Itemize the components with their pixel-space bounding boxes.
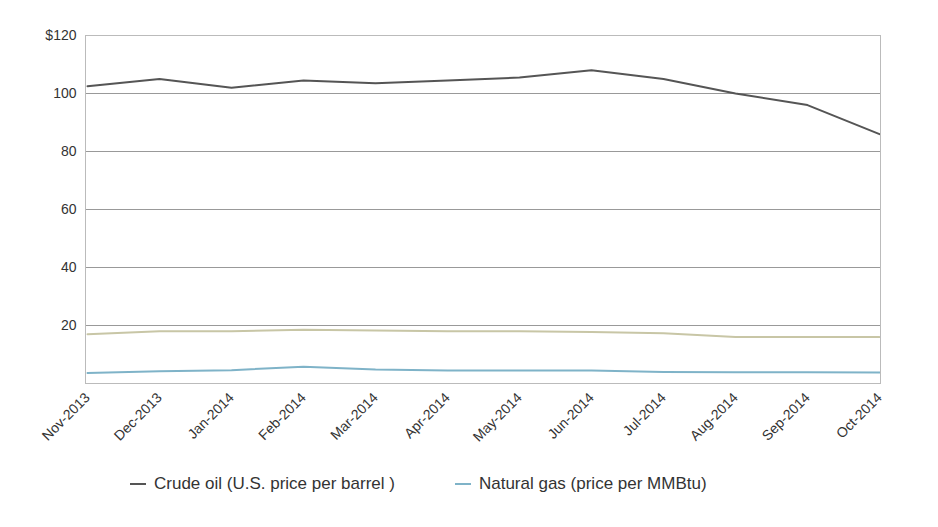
svg-text:Dec-2013: Dec-2013 <box>111 389 165 443</box>
svg-text:May-2014: May-2014 <box>469 389 524 444</box>
svg-text:Sep-2014: Sep-2014 <box>759 389 813 443</box>
svg-text:Feb-2014: Feb-2014 <box>255 389 309 443</box>
svg-text:Nov-2013: Nov-2013 <box>39 389 93 443</box>
svg-text:60: 60 <box>61 201 77 217</box>
html-text:Crude oil (U.S. price per barr: Crude oil (U.S. price per barrel ) <box>154 474 395 493</box>
svg-text:Oct-2014: Oct-2014 <box>833 389 885 441</box>
svg-text:20: 20 <box>61 317 77 333</box>
html-text:Natural gas (price per MMBtu): Natural gas (price per MMBtu) <box>478 474 707 493</box>
svg-text:80: 80 <box>61 143 77 159</box>
svg-text:Jul-2014: Jul-2014 <box>620 389 669 438</box>
svg-text:100: 100 <box>53 85 77 101</box>
svg-text:$120: $120 <box>45 27 76 43</box>
svg-text:Aug-2014: Aug-2014 <box>687 389 741 443</box>
svg-text:40: 40 <box>61 259 77 275</box>
svg-text:Apr-2014: Apr-2014 <box>401 389 453 441</box>
svg-text:Jun-2014: Jun-2014 <box>544 389 597 442</box>
svg-text:Mar-2014: Mar-2014 <box>327 389 381 443</box>
svg-text:Jan-2014: Jan-2014 <box>184 389 237 442</box>
